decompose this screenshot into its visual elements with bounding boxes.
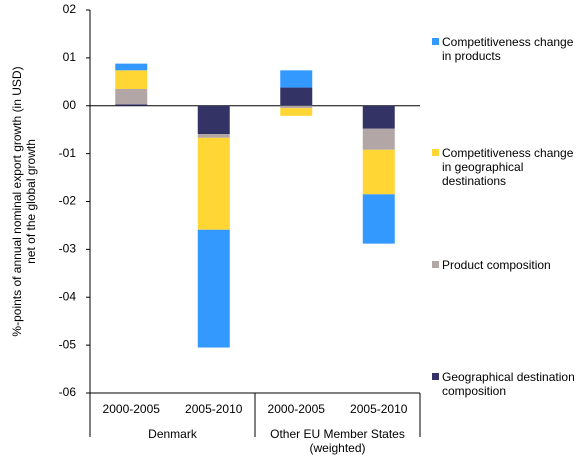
legend-swatch — [432, 373, 439, 380]
bar-segment — [362, 128, 395, 150]
legend-label: Competitiveness change in geographical d… — [442, 146, 574, 188]
group-label: Other EU Member States (weighted) — [270, 427, 405, 455]
x-tick-label: 2005-2010 — [350, 402, 408, 416]
y-axis-label: net of the global growth — [24, 139, 38, 264]
bar-segment — [197, 133, 230, 138]
bar-segment — [362, 105, 395, 129]
bar-segment — [280, 105, 313, 109]
bar-segment — [115, 63, 148, 71]
bar-segment — [197, 137, 230, 230]
x-tick-label: 2000-2005 — [268, 402, 326, 416]
y-tick-label: -06 — [59, 385, 77, 399]
bar-segment — [115, 70, 148, 89]
y-tick-label: 00 — [63, 98, 77, 112]
y-tick-label: -05 — [59, 337, 77, 351]
y-axis-label: %-points of annual nominal export growth… — [10, 66, 24, 336]
y-tick-label: -03 — [59, 242, 77, 256]
bar-segment — [280, 87, 313, 106]
legend-label: Competitiveness change in products — [442, 35, 574, 63]
bar-segment — [197, 105, 230, 134]
y-tick-label: 01 — [63, 50, 77, 64]
bar-segment — [115, 88, 148, 105]
bar-segment — [115, 104, 148, 106]
bar-segment — [362, 149, 395, 195]
legend-swatch — [432, 261, 439, 268]
y-tick-label: -01 — [59, 146, 77, 160]
x-tick-label: 2000-2005 — [103, 402, 161, 416]
bar-segment — [280, 108, 313, 116]
y-tick-label: 02 — [63, 2, 77, 16]
bar-segment — [280, 70, 313, 88]
bar-segment — [362, 194, 395, 244]
legend-label: Product composition — [442, 258, 551, 272]
bar-segment — [197, 229, 230, 348]
y-tick-label: -02 — [59, 194, 77, 208]
legend-swatch — [432, 149, 439, 156]
legend-swatch — [432, 38, 439, 45]
legend-label: Geographical destination composition — [442, 370, 575, 398]
group-label: Denmark — [148, 427, 197, 441]
y-tick-label: -04 — [59, 289, 77, 303]
x-tick-label: 2005-2010 — [185, 402, 243, 416]
